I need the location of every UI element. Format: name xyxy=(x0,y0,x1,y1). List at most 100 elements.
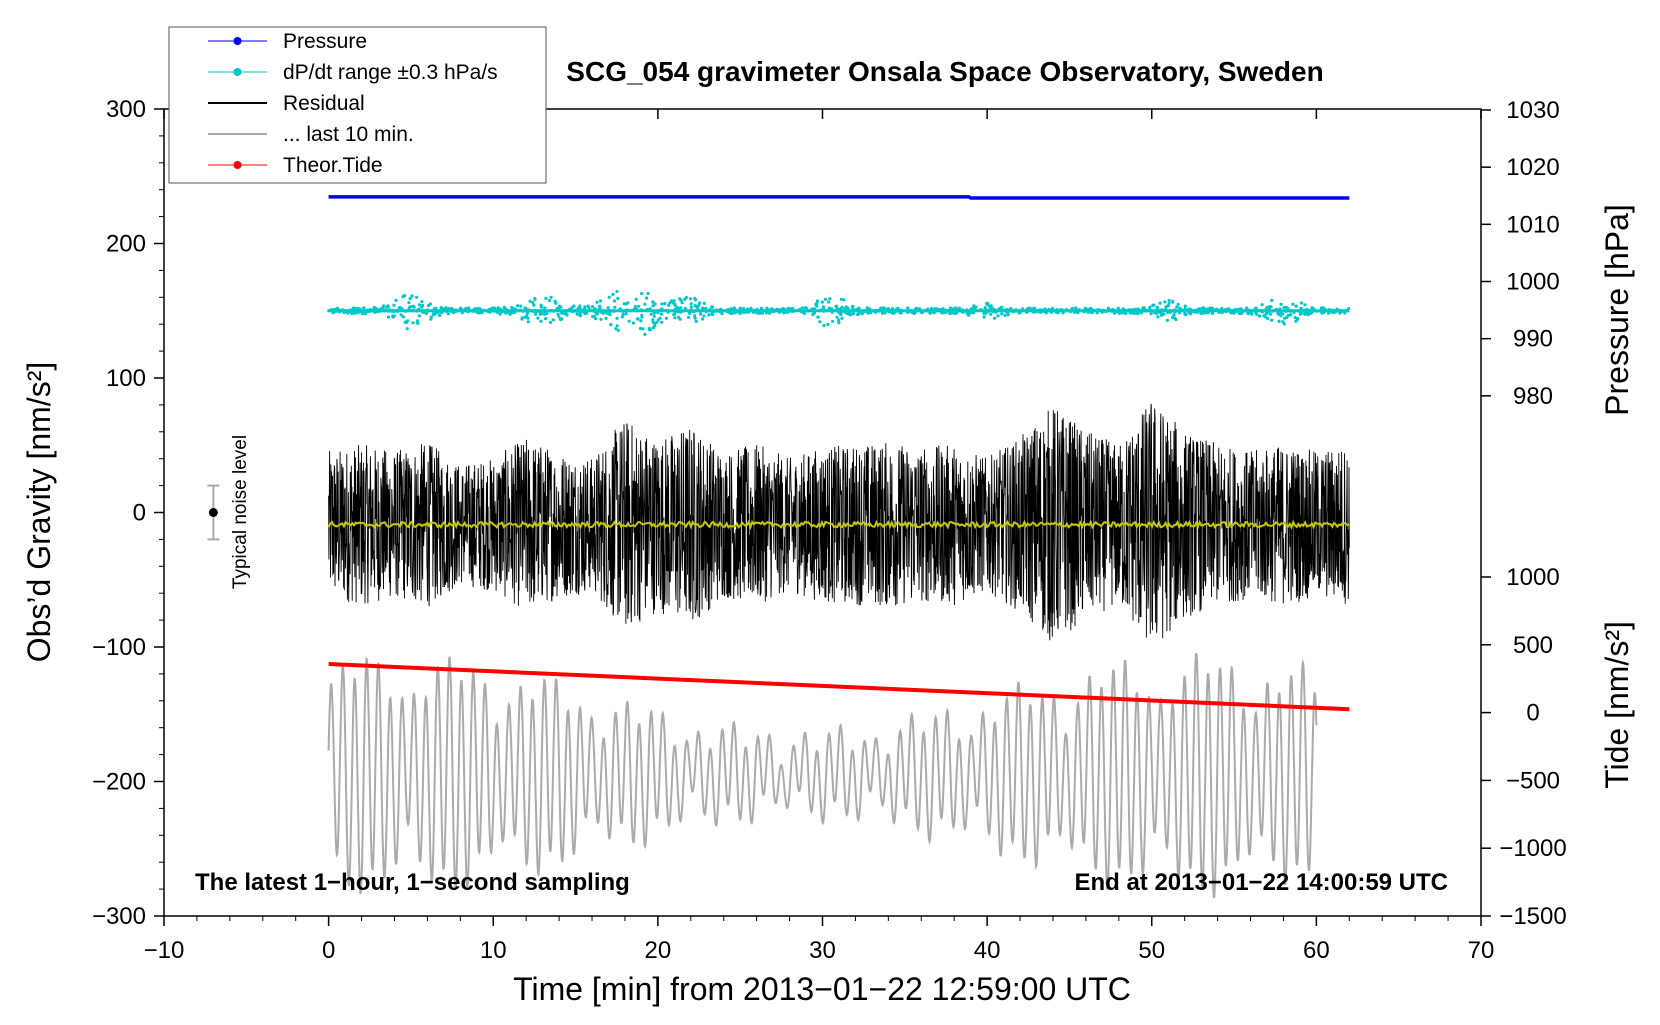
legend-marker xyxy=(233,37,242,45)
dpdt-point xyxy=(634,297,638,301)
dpdt-point xyxy=(815,304,819,308)
dpdt-point xyxy=(707,313,711,317)
dpdt-point xyxy=(599,317,603,321)
pressure-tick-label: 990 xyxy=(1513,326,1553,353)
dpdt-point xyxy=(565,313,569,317)
dpdt-point xyxy=(1277,319,1281,323)
dpdt-point xyxy=(446,312,450,316)
dpdt-point xyxy=(1321,306,1325,310)
dpdt-point xyxy=(1263,315,1267,319)
dpdt-point xyxy=(420,300,424,304)
dpdt-point xyxy=(815,301,819,306)
dpdt-point xyxy=(1266,316,1270,320)
dpdt-point xyxy=(765,306,769,310)
dpdt-point xyxy=(401,315,405,319)
dpdt-point xyxy=(637,304,641,308)
series-theor-tide xyxy=(328,662,1350,712)
dpdt-point xyxy=(1303,303,1307,307)
dpdt-point xyxy=(651,304,655,308)
dpdt-point xyxy=(609,323,613,327)
dpdt-point xyxy=(1184,313,1188,317)
dpdt-point xyxy=(399,313,403,317)
legend-marker xyxy=(233,68,242,76)
dpdt-point xyxy=(551,318,555,322)
dpdt-point xyxy=(811,313,815,317)
dpdt-point xyxy=(651,318,655,322)
dpdt-point xyxy=(1149,312,1153,316)
dpdt-point xyxy=(510,305,514,310)
dpdt-point xyxy=(627,319,631,323)
dpdt-point xyxy=(560,311,564,315)
dpdt-point xyxy=(622,302,626,306)
series-pressure xyxy=(328,195,1350,200)
dpdt-point xyxy=(696,304,701,308)
dpdt-point xyxy=(694,319,698,323)
dpdt-point xyxy=(412,305,416,309)
x-tick-label: 10 xyxy=(480,937,507,964)
dpdt-point xyxy=(965,312,970,316)
dpdt-point xyxy=(1148,305,1152,309)
dpdt-point xyxy=(421,303,425,308)
dpdt-point xyxy=(641,327,645,331)
legend-label: ... last 10 min. xyxy=(283,123,414,146)
dpdt-point xyxy=(678,297,682,301)
dpdt-point xyxy=(598,304,602,308)
dpdt-point xyxy=(1155,305,1159,309)
dpdt-point xyxy=(738,306,742,310)
dpdt-point xyxy=(611,292,615,296)
dpdt-point xyxy=(684,296,688,300)
dpdt-point xyxy=(1276,311,1280,316)
y-tick-label: −200 xyxy=(92,769,146,796)
dpdt-point xyxy=(1291,302,1295,306)
dpdt-point xyxy=(844,305,848,309)
dpdt-point xyxy=(1282,322,1286,326)
dpdt-point xyxy=(386,315,391,319)
dpdt-point xyxy=(704,306,708,310)
dpdt-point xyxy=(640,292,644,296)
dpdt-point xyxy=(615,316,619,320)
x-tick-label: 60 xyxy=(1303,937,1330,964)
dpdt-point xyxy=(839,297,844,301)
dpdt-point xyxy=(702,314,706,318)
y-tick-label: 200 xyxy=(106,231,146,258)
dpdt-point xyxy=(516,304,520,308)
dpdt-point xyxy=(689,305,693,309)
dpdt-point xyxy=(827,300,831,304)
dpdt-point xyxy=(663,302,667,306)
dpdt-point xyxy=(676,306,680,310)
legend-marker xyxy=(233,161,242,169)
tide-tick-label: 0 xyxy=(1526,700,1539,727)
dpdt-point xyxy=(1289,313,1293,317)
dpdt-point xyxy=(613,305,617,309)
dpdt-point xyxy=(835,315,839,319)
dpdt-point xyxy=(575,312,579,316)
y-tick-label: 0 xyxy=(133,500,146,527)
pressure-tick-label: 1010 xyxy=(1506,211,1559,238)
dpdt-point xyxy=(658,316,662,320)
dpdt-point xyxy=(615,324,619,328)
dpdt-point xyxy=(818,320,822,324)
dpdt-point xyxy=(528,299,532,303)
x-axis-label: Time [min] from 2013−01−22 12:59:00 UTC xyxy=(513,971,1131,1007)
dpdt-point xyxy=(837,321,841,325)
dpdt-point xyxy=(601,311,605,315)
dpdt-point xyxy=(659,312,663,316)
x-tick-label: 70 xyxy=(1468,937,1495,964)
dpdt-point xyxy=(990,306,994,310)
dpdt-point xyxy=(820,300,824,304)
dpdt-point xyxy=(539,319,543,323)
dpdt-point xyxy=(1237,311,1241,316)
dpdt-point xyxy=(831,319,835,323)
dpdt-point xyxy=(392,303,396,307)
dpdt-point xyxy=(1152,303,1156,307)
dpdt-point xyxy=(800,306,805,310)
dpdt-point xyxy=(558,317,563,322)
dpdt-point xyxy=(394,298,398,302)
dpdt-point xyxy=(606,306,610,310)
series-residual xyxy=(328,403,1350,641)
dpdt-point xyxy=(972,306,976,310)
dpdt-point xyxy=(1089,306,1093,310)
dpdt-point xyxy=(702,301,706,305)
legend-label: dP/dt range ±0.3 hPa/s xyxy=(283,61,498,84)
